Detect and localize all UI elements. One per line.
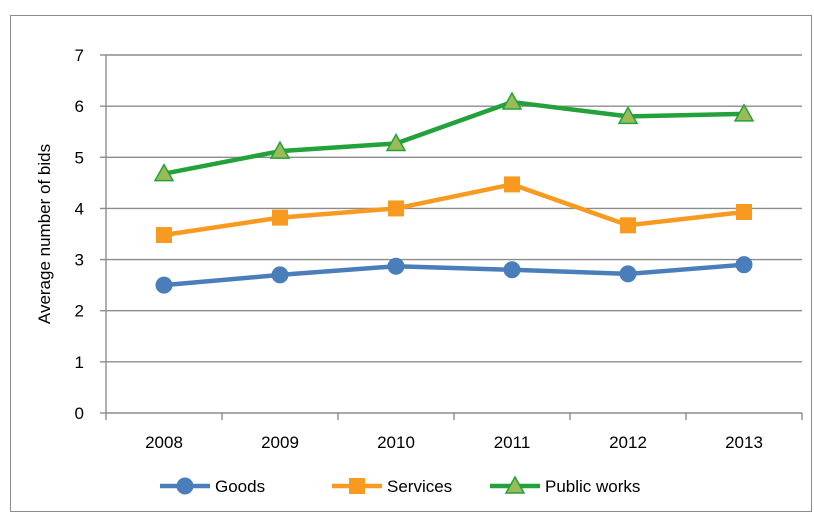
x-tick-label: 2010 — [377, 433, 415, 452]
x-tick-label: 2008 — [145, 433, 183, 452]
data-point-services — [156, 227, 172, 244]
gridlines — [106, 54, 802, 363]
legend-label-goods: Goods — [215, 477, 265, 496]
axes — [100, 54, 803, 420]
series-line-services — [163, 182, 745, 238]
data-point-services — [736, 204, 752, 221]
legend-item-public-works: Public works — [490, 475, 640, 496]
y-tick-label: 7 — [75, 46, 84, 65]
data-point-goods — [155, 276, 173, 294]
y-tick-labels: 0 1 2 3 4 5 6 7 — [75, 46, 84, 423]
data-point-services — [620, 217, 636, 234]
data-point-services — [504, 176, 520, 193]
legend-label-services: Services — [387, 477, 452, 496]
legend-item-goods: Goods — [160, 477, 265, 496]
legend-marker-goods — [176, 477, 194, 495]
data-point-public-works — [501, 91, 523, 110]
x-tick-labels: 2008 2009 2010 2011 2012 2013 — [145, 433, 763, 452]
data-point-services — [388, 200, 404, 217]
x-tick-label: 2012 — [609, 433, 647, 452]
series-line-goods — [163, 262, 745, 288]
data-point-public-works — [385, 132, 407, 152]
series-line-public-works — [163, 99, 745, 176]
y-tick-label: 5 — [75, 148, 84, 167]
x-tick-label: 2013 — [725, 433, 763, 452]
series-public-works — [153, 91, 755, 182]
data-point-goods — [735, 256, 753, 274]
y-axis-title: Average number of bids — [35, 144, 54, 324]
legend-label-public-works: Public works — [545, 477, 640, 496]
data-point-goods — [271, 266, 289, 284]
series-group — [153, 91, 755, 294]
y-tick-label: 6 — [75, 97, 84, 116]
y-tick-label: 3 — [75, 251, 84, 270]
data-point-goods — [619, 265, 637, 283]
y-tick-label: 2 — [75, 302, 84, 321]
y-tick-label: 0 — [75, 404, 84, 423]
legend-marker-services — [349, 478, 365, 494]
data-point-public-works — [617, 105, 639, 125]
series-services — [156, 176, 752, 244]
y-tick-label: 1 — [75, 353, 84, 372]
data-point-public-works — [269, 140, 291, 159]
data-point-public-works — [153, 163, 175, 182]
legend: Goods Services Public works — [160, 475, 640, 496]
chart-frame — [10, 15, 812, 512]
data-point-goods — [503, 261, 521, 279]
legend-item-services: Services — [332, 477, 452, 496]
y-tick-label: 4 — [75, 199, 84, 218]
x-tick-label: 2011 — [494, 433, 531, 452]
data-point-public-works — [733, 103, 755, 122]
x-tick-label: 2009 — [261, 433, 299, 452]
series-goods — [155, 256, 753, 294]
legend-marker-public-works — [504, 475, 526, 494]
data-point-goods — [387, 257, 405, 275]
data-point-services — [272, 209, 288, 226]
